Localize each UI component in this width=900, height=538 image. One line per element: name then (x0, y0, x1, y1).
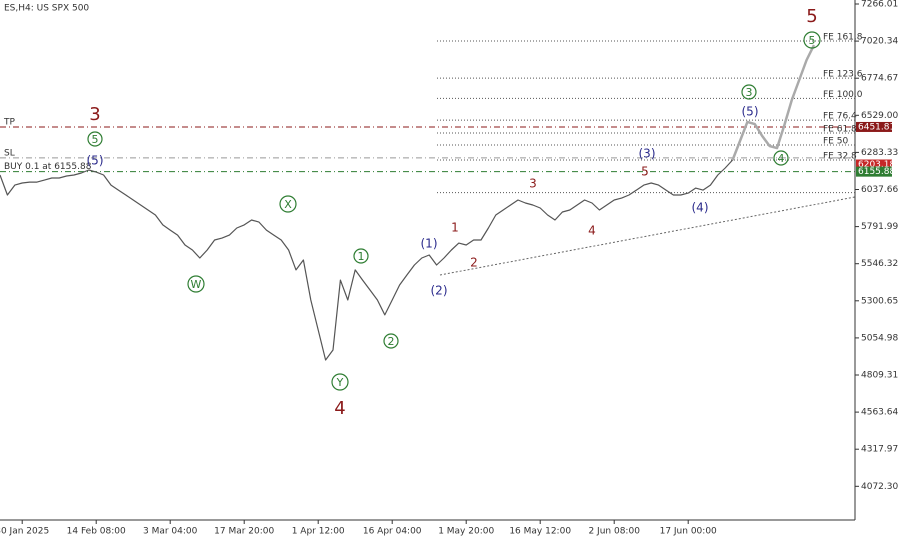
x-tick-label: 17 Mar 20:00 (214, 527, 274, 537)
level-label: FE 100.0 (823, 90, 863, 100)
y-tick-label: 4809.31 (861, 371, 898, 381)
wave-label: 5 (641, 165, 649, 179)
annotations: 3 5 (5) W X Y 4 1 2 (1) (2) 1 2 3 4 5 (3… (87, 6, 821, 419)
wave-label: (5) (87, 154, 104, 168)
level-label: FE 61.8 (823, 124, 857, 134)
wave-circle (741, 84, 757, 100)
y-tick-label: 7266.01 (861, 0, 898, 10)
wave-label: (2) (431, 284, 448, 298)
wave-label: X (284, 198, 292, 211)
x-tick-label: 16 May 12:00 (509, 527, 571, 537)
price-tag-label: 6155.88 (858, 167, 895, 177)
x-tick-label: 2 Jun 08:00 (588, 527, 640, 537)
wave-circle (279, 195, 297, 213)
wave-label: 2 (470, 256, 478, 270)
wave-label: 4 (334, 398, 345, 419)
price-tag-label: 6451.81 (858, 122, 895, 132)
trade-label: SL (4, 148, 15, 158)
y-tick-label: 5300.65 (861, 296, 898, 306)
trade-label: BUY 0.1 at 6155.88 (4, 162, 92, 172)
level-label: FE 32.8 (823, 152, 857, 162)
wave-circle (87, 131, 103, 147)
x-tick-label: 30 Jan 2025 (0, 527, 49, 537)
wave-circle (803, 31, 821, 49)
x-tick-label: 1 Apr 12:00 (292, 527, 345, 537)
level-label: FE 76.4 (823, 112, 857, 122)
wave-label: 5 (806, 6, 817, 27)
y-tick-label: 5546.32 (861, 259, 898, 269)
y-tick-label: 4563.64 (861, 408, 898, 418)
y-tick-label: 6774.67 (861, 74, 898, 84)
wave-label: 5 (92, 133, 99, 146)
wave-label: Y (336, 376, 344, 389)
x-tick-label: 3 Mar 04:00 (143, 527, 198, 537)
y-tick-label: 7020.34 (861, 37, 898, 47)
level-label: FE 123.6 (823, 70, 863, 80)
wave-circle (331, 373, 349, 391)
y-tick-label: 5054.98 (861, 333, 898, 343)
wave-label: 2 (388, 335, 395, 348)
wave-circle (353, 248, 369, 264)
y-tick-label: 6529.00 (861, 111, 898, 121)
wave-label: 3 (529, 177, 537, 191)
y-tick-label: 4317.97 (861, 445, 898, 455)
price-tag (856, 166, 892, 177)
wave-label: 3 (89, 104, 100, 125)
wave-circle (187, 275, 205, 293)
wave-label: 4 (588, 224, 596, 238)
price-line (731, 44, 816, 161)
wave-label: 5 (809, 34, 816, 47)
y-tick-label: 4072.30 (861, 482, 898, 492)
wave-circle (773, 150, 789, 166)
trade-label: TP (3, 117, 15, 127)
y-tick-label: 6037.66 (861, 185, 898, 195)
wave-label: (3) (639, 147, 656, 161)
y-tick-label: 6283.33 (861, 148, 898, 158)
level-label: FE 50 (823, 137, 848, 147)
x-tick-label: 17 Jun 00:00 (660, 527, 717, 537)
x-tick-label: 16 Apr 04:00 (363, 527, 422, 537)
wave-label: (5) (742, 105, 759, 119)
wave-label: (4) (692, 201, 709, 215)
x-tick-label: 14 Feb 08:00 (67, 527, 126, 537)
price-tag (856, 159, 892, 170)
wave-circle (383, 333, 399, 349)
wave-label: W (191, 278, 202, 291)
price-tag-label: 6203.18 (858, 160, 895, 170)
y-tick-label: 5791.99 (861, 222, 898, 232)
wave-label: 1 (451, 221, 459, 235)
x-tick-label: 1 May 20:00 (438, 527, 494, 537)
wave-label: 3 (746, 86, 753, 99)
price-line (0, 159, 734, 361)
wave-label: (1) (421, 237, 438, 251)
wave-label: 1 (358, 250, 365, 263)
wave-label: 4 (778, 152, 785, 165)
price-tag (856, 121, 892, 132)
level-label: FE 161.8 (823, 33, 863, 43)
chart-title: ES,H4: US SPX 500 (4, 4, 89, 14)
